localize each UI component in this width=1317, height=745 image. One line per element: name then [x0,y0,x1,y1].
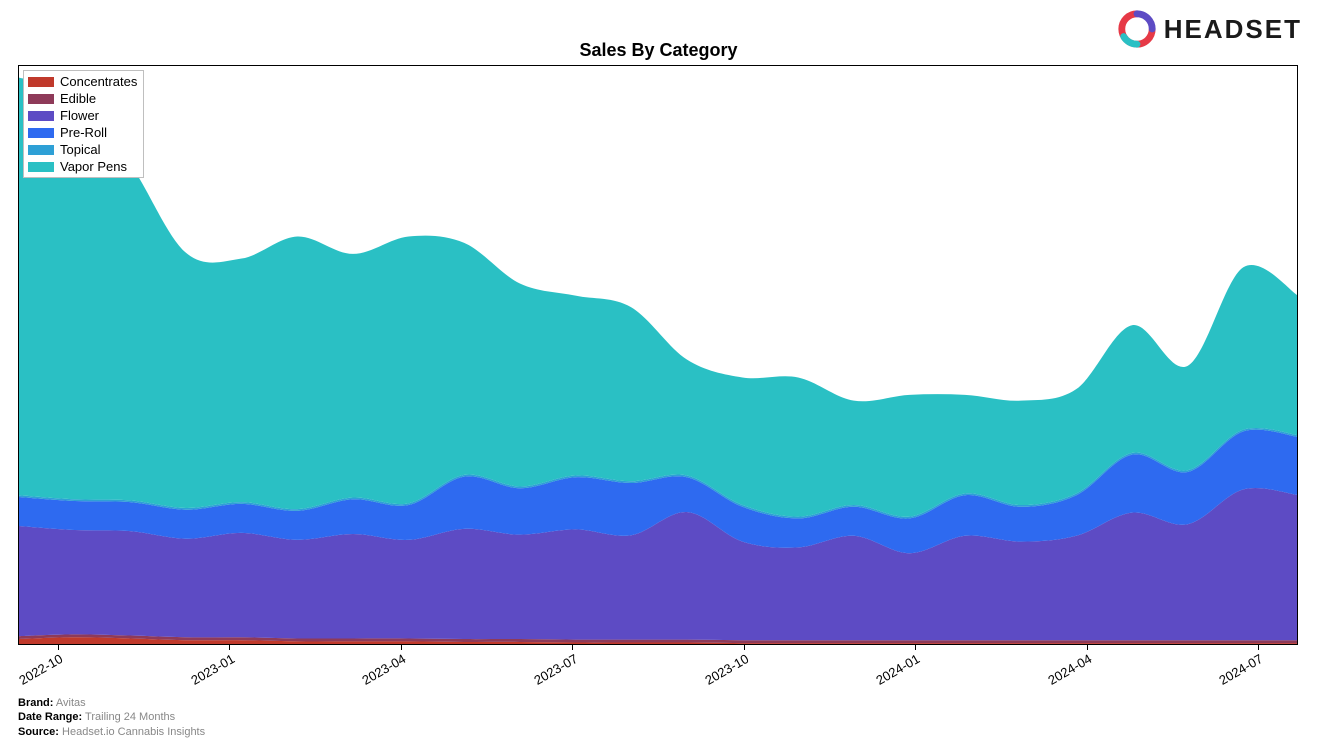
x-tick-label: 2024-07 [1217,651,1266,688]
legend-label: Pre-Roll [60,125,107,140]
logo-icon [1118,10,1156,48]
legend-label: Concentrates [60,74,137,89]
meta-brand-value: Avitas [56,697,86,709]
legend-label: Vapor Pens [60,159,127,174]
meta-brand-label: Brand: [18,697,53,709]
meta-source-row: Source: Headset.io Cannabis Insights [18,725,205,739]
legend-item-topical: Topical [26,141,139,158]
legend-label: Topical [60,142,100,157]
x-tick-mark [1087,645,1088,650]
legend-label: Flower [60,108,99,123]
x-tick-label: 2023-04 [360,651,409,688]
legend-item-pre-roll: Pre-Roll [26,124,139,141]
chart-metadata: Brand: Avitas Date Range: Trailing 24 Mo… [18,696,205,739]
legend-item-flower: Flower [26,107,139,124]
legend-item-vapor-pens: Vapor Pens [26,158,139,175]
brand-logo: HEADSET [1118,10,1302,48]
x-tick-label: 2023-07 [531,651,580,688]
x-tick-label: 2024-01 [874,651,923,688]
legend-item-concentrates: Concentrates [26,73,139,90]
meta-brand-row: Brand: Avitas [18,696,205,710]
legend-swatch [28,111,54,121]
x-tick-mark [229,645,230,650]
legend-item-edible: Edible [26,90,139,107]
legend-swatch [28,162,54,172]
legend-label: Edible [60,91,96,106]
chart-title: Sales By Category [579,40,737,61]
legend-swatch [28,77,54,87]
legend-swatch [28,145,54,155]
legend-swatch [28,94,54,104]
x-tick-mark [401,645,402,650]
legend-swatch [28,128,54,138]
logo-text: HEADSET [1164,14,1302,45]
x-tick-mark [58,645,59,650]
x-tick-label: 2023-10 [702,651,751,688]
meta-range-row: Date Range: Trailing 24 Months [18,710,205,724]
x-tick-mark [915,645,916,650]
x-axis-ticks: 2022-10 2023-01 2023-04 2023-07 2023-10 2024-… [18,645,1298,695]
area-series-vapor-pens [19,78,1298,517]
x-tick-label: 2022-10 [17,651,66,688]
x-tick-label: 2024-04 [1045,651,1094,688]
x-tick-mark [572,645,573,650]
meta-range-value: Trailing 24 Months [85,711,175,723]
x-tick-label: 2023-01 [188,651,237,688]
meta-source-value: Headset.io Cannabis Insights [62,726,205,738]
chart-legend: Concentrates Edible Flower Pre-Roll Topical V… [23,70,144,178]
x-tick-mark [744,645,745,650]
x-tick-mark [1258,645,1259,650]
area-chart-svg [19,66,1298,645]
meta-source-label: Source: [18,726,59,738]
meta-range-label: Date Range: [18,711,82,723]
chart-plot-area: Concentrates Edible Flower Pre-Roll Topical V… [18,65,1298,645]
